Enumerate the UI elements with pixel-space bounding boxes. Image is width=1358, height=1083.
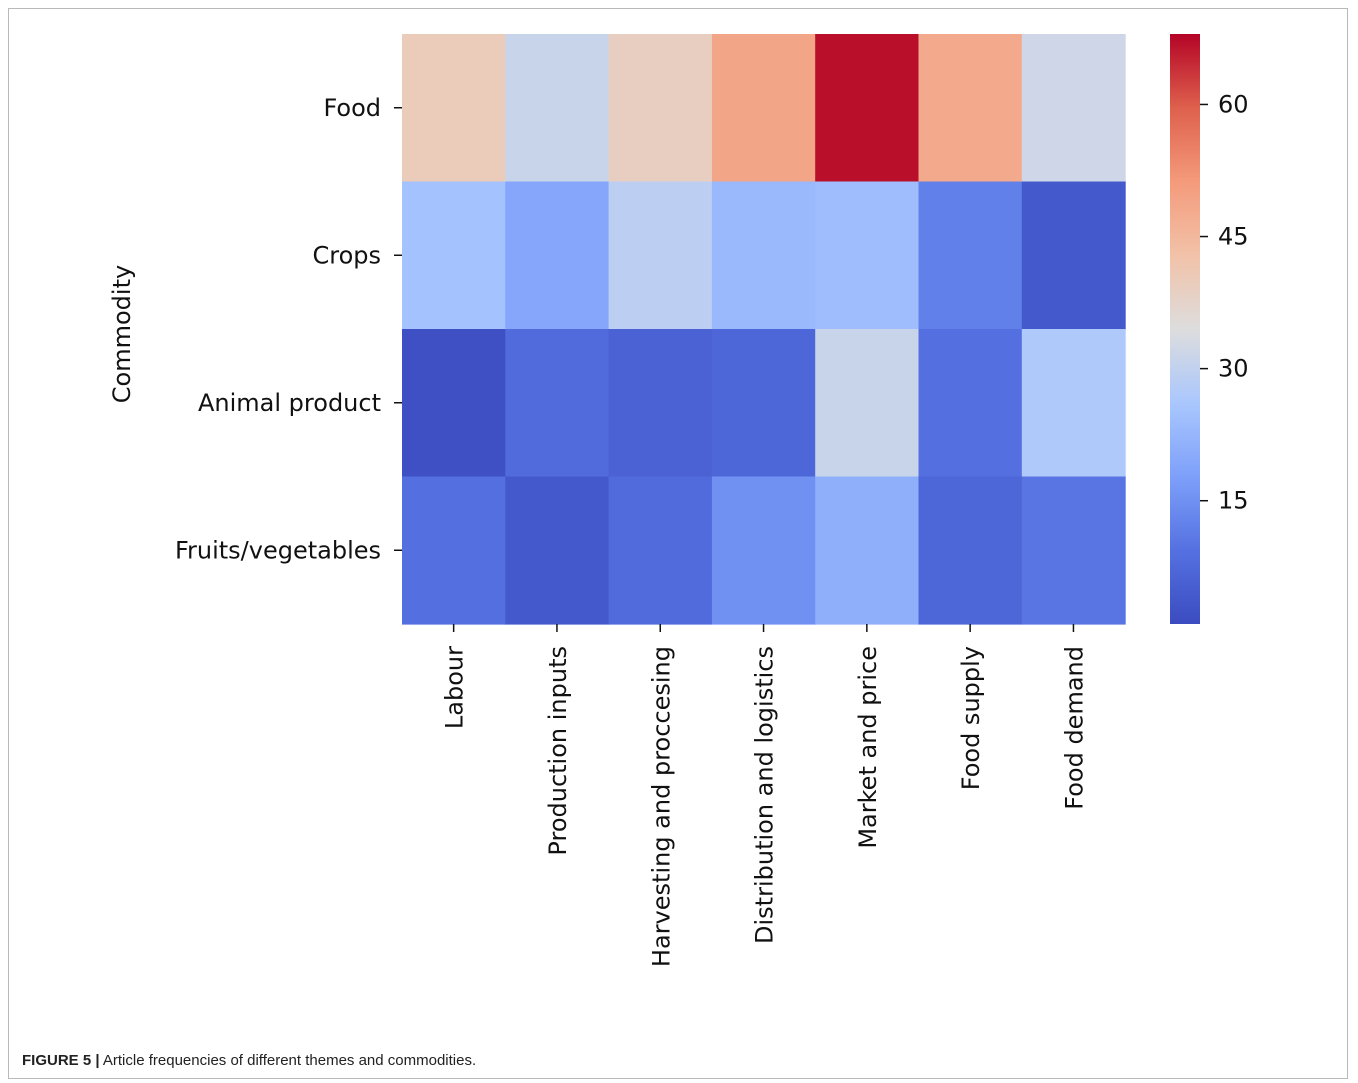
colorbar-tick-label: 45 (1218, 223, 1249, 251)
colorbar (1170, 34, 1200, 624)
colorbar-ticks: 15 30 45 60 (1200, 90, 1249, 515)
colorbar-tick-label: 30 (1218, 355, 1249, 383)
heatmap-cell (505, 329, 610, 478)
x-tick-label: Distribution and logistics (751, 646, 779, 944)
x-tick-label: Labour (441, 646, 469, 729)
heatmap-cell (608, 476, 713, 625)
x-tick-label: Food supply (957, 646, 985, 790)
heatmap-cell (1021, 329, 1126, 478)
heatmap-cell (815, 329, 920, 478)
heatmap-cell (608, 181, 713, 330)
x-tick-label: Production inputs (544, 646, 572, 856)
heatmap-cell (711, 329, 816, 478)
heatmap-cell (505, 181, 610, 330)
y-tick-label: Crops (312, 241, 381, 269)
heatmap-cell (608, 34, 713, 183)
figure-label: FIGURE 5 | (22, 1052, 100, 1069)
heatmap-cell (402, 476, 506, 625)
figure-caption-text: Article frequencies of different themes … (102, 1052, 477, 1069)
figure-caption: FIGURE 5 | Article frequencies of differ… (22, 1052, 476, 1069)
y-axis: Food Crops Animal product Fruits/vegetables (175, 94, 402, 564)
heatmap-cell (505, 476, 610, 625)
y-tick-label: Fruits/vegetables (175, 536, 381, 564)
heatmap-cell (1021, 181, 1126, 330)
heatmap-cell (1021, 476, 1126, 625)
heatmap-cell (711, 34, 816, 183)
x-tick-label: Food demand (1060, 646, 1088, 810)
colorbar-tick-label: 15 (1218, 487, 1249, 515)
heatmap-cell (505, 34, 610, 183)
heatmap-cell (918, 181, 1023, 330)
x-tick-label: Harvesting and proccesing (647, 646, 675, 967)
heatmap-cell (918, 329, 1023, 478)
heatmap-cell (1021, 34, 1126, 183)
y-axis-label: Commodity (108, 265, 136, 403)
heatmap-cell (918, 476, 1023, 625)
heatmap-cell (608, 329, 713, 478)
heatmap-cell (711, 181, 816, 330)
heatmap-cell (402, 34, 506, 183)
x-axis: Labour Production inputs Harvesting and pr… (441, 624, 1088, 967)
heatmap-cell (815, 181, 920, 330)
colorbar-tick-label: 60 (1218, 90, 1249, 118)
x-tick-label: Market and price (854, 646, 882, 849)
heatmap-cell (402, 329, 506, 478)
y-tick-label: Food (323, 94, 381, 122)
heatmap-cell (815, 34, 920, 183)
heatmap-cell (918, 34, 1023, 183)
heatmap-cell (815, 476, 920, 625)
heatmap-cell (402, 181, 506, 330)
y-tick-label: Animal product (198, 389, 381, 417)
heatmap-chart: Food Crops Animal product Fruits/vegetables… (108, 34, 1249, 967)
heatmap-cells (402, 34, 1126, 625)
heatmap-cell (711, 476, 816, 625)
